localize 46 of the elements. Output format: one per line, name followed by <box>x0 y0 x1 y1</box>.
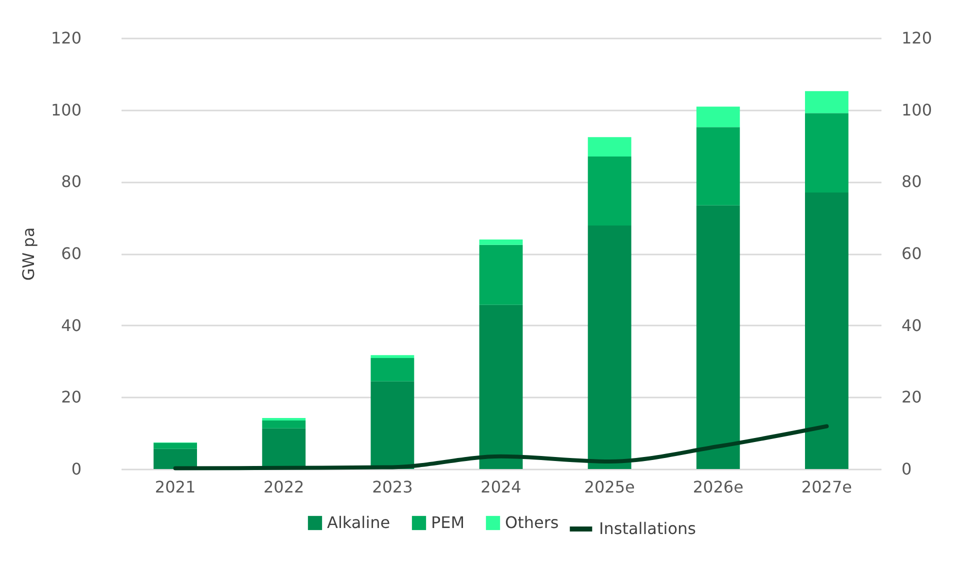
line-series <box>173 424 829 470</box>
bar <box>154 442 197 449</box>
y-tick-label: 120 <box>50 28 82 48</box>
bar <box>479 239 523 245</box>
y2-tick-label: 60 <box>902 244 922 263</box>
y2-tick-label: 100 <box>902 100 932 120</box>
y-tick-label: 0 <box>71 460 82 478</box>
x-tick-label: 2021 <box>154 478 196 496</box>
bar <box>370 355 414 358</box>
x-tick-label: 2026e <box>692 478 744 496</box>
y-tick-label: 60 <box>61 244 82 263</box>
bar <box>154 448 197 469</box>
bar <box>696 205 740 469</box>
y-tick-label: 20 <box>61 388 82 407</box>
bar <box>696 106 740 128</box>
bar <box>805 192 848 469</box>
y-axis-title: GW pa <box>18 227 38 281</box>
x-tick-label: 2022 <box>264 478 304 496</box>
x-tick-label: 2023 <box>372 478 413 496</box>
legend-label: PEM <box>431 513 465 532</box>
bar <box>370 358 414 382</box>
bar <box>479 244 523 305</box>
y2-tick-label: 0 <box>902 460 912 478</box>
bar <box>370 381 414 469</box>
legend-label: Others <box>505 513 559 532</box>
bar <box>262 420 306 428</box>
bar <box>479 304 523 469</box>
bar <box>696 127 740 206</box>
bar <box>588 156 632 226</box>
y-tick-label: 40 <box>61 316 82 335</box>
y-tick-label: 100 <box>50 100 82 120</box>
bar <box>805 113 848 192</box>
y2-tick-label: 80 <box>902 172 922 192</box>
legend-label: Alkaline <box>327 513 390 532</box>
bar <box>588 137 632 157</box>
bar <box>805 91 848 114</box>
bar <box>262 418 306 421</box>
y-tick-label: 80 <box>61 172 82 192</box>
legend-label: Installations <box>599 519 696 538</box>
x-tick-label: 2024 <box>480 478 522 496</box>
bar <box>588 225 632 469</box>
x-tick-label: 2025e <box>584 478 635 496</box>
x-tick-label: 2027e <box>801 478 852 496</box>
y2-tick-label: 40 <box>902 316 922 335</box>
y2-tick-label: 120 <box>902 28 932 48</box>
y2-tick-label: 20 <box>902 388 922 407</box>
